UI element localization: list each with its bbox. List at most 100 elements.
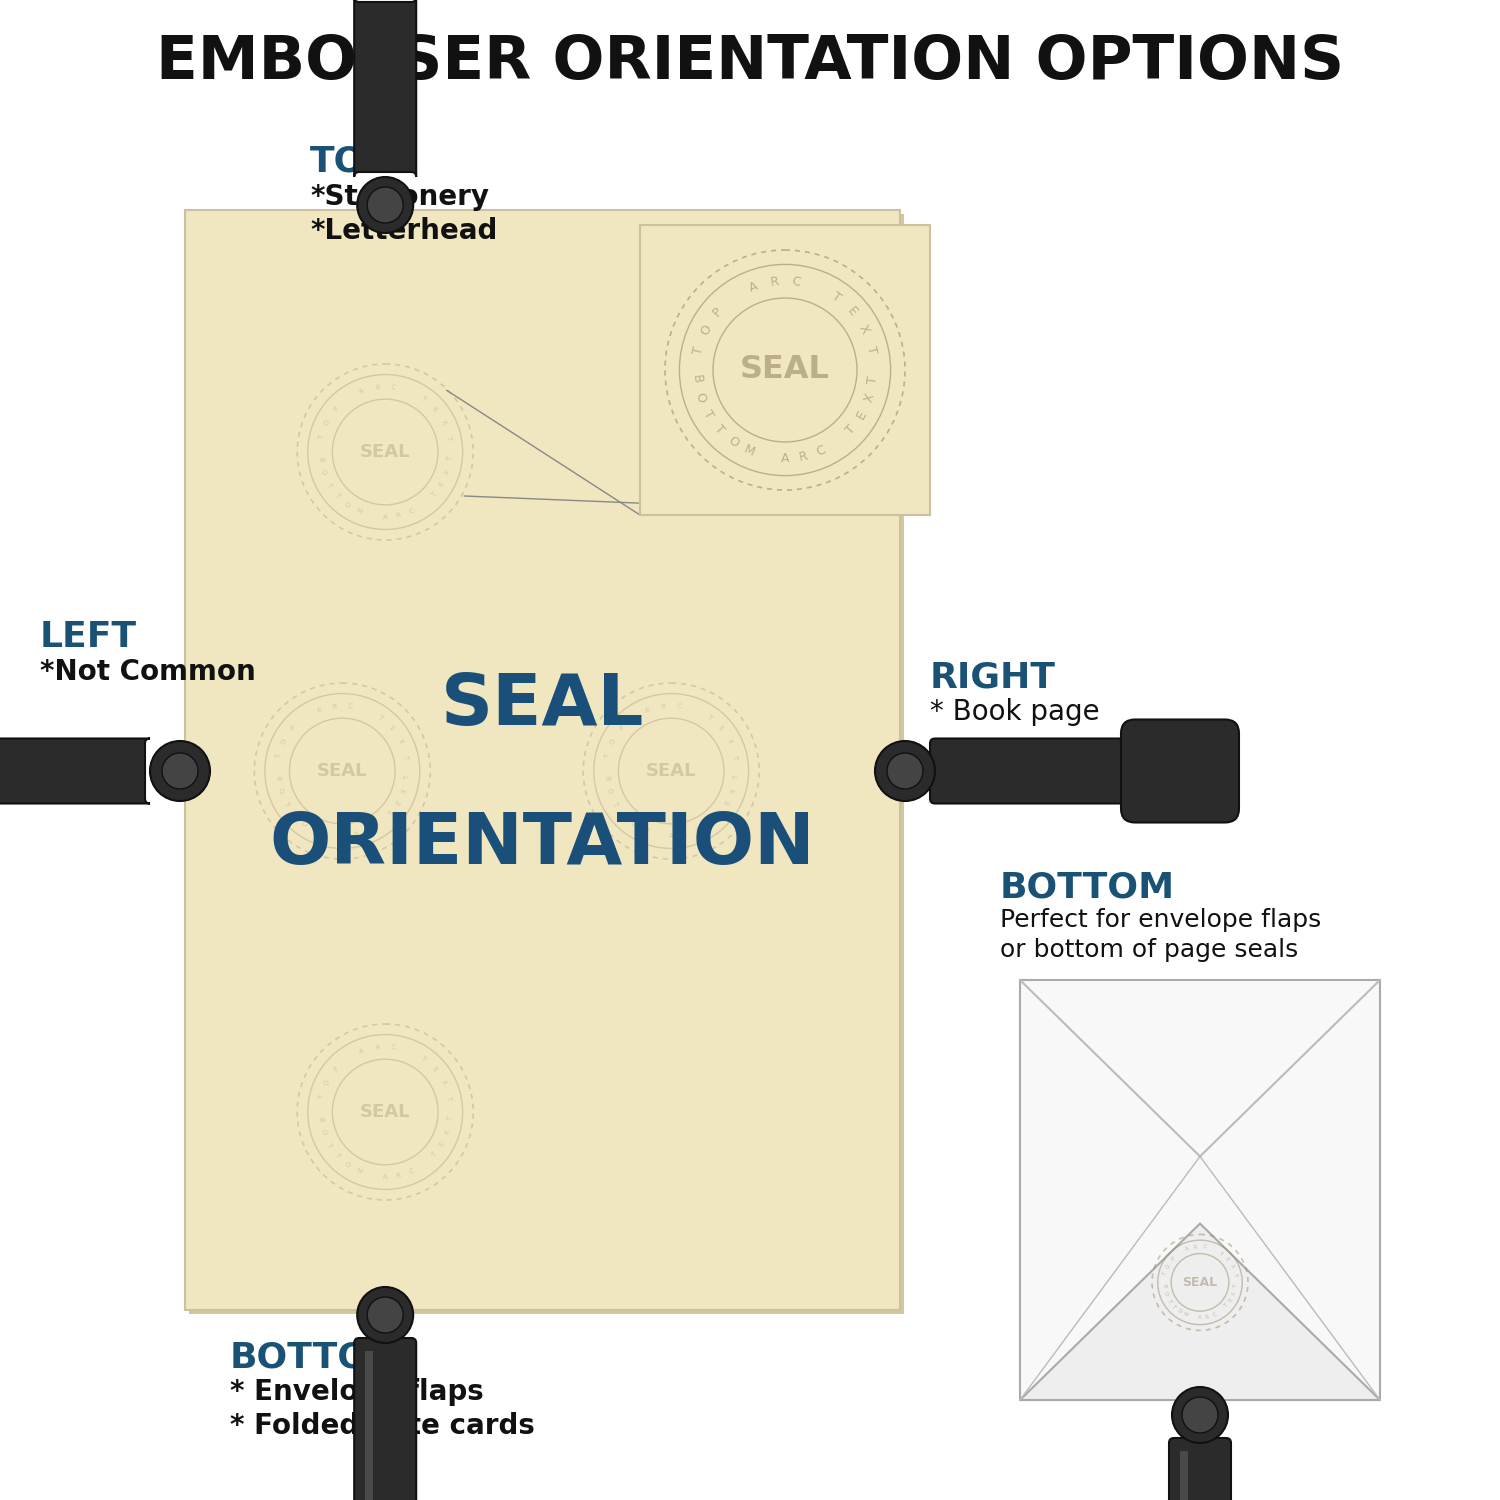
Text: X: X — [862, 392, 877, 404]
Text: T: T — [620, 812, 627, 818]
Text: O: O — [320, 1128, 327, 1136]
Text: T: T — [430, 1152, 436, 1160]
Text: T: T — [867, 375, 880, 384]
Text: T: T — [1218, 1251, 1222, 1257]
Text: SEAL: SEAL — [360, 1102, 411, 1120]
Text: P: P — [711, 304, 726, 320]
Circle shape — [150, 741, 210, 801]
Text: A: A — [645, 706, 651, 714]
Text: T: T — [1224, 1304, 1230, 1310]
Text: C: C — [408, 509, 416, 515]
Text: A: A — [358, 1047, 364, 1054]
Text: O: O — [320, 468, 327, 476]
Text: M: M — [312, 827, 320, 834]
Text: O: O — [606, 788, 613, 795]
Text: O: O — [324, 1078, 332, 1086]
Text: R: R — [352, 831, 358, 839]
Text: O: O — [344, 1161, 351, 1168]
Text: X: X — [400, 788, 408, 795]
Circle shape — [162, 753, 198, 789]
Text: E: E — [724, 800, 732, 807]
Text: M: M — [640, 827, 648, 834]
Text: T: T — [604, 753, 610, 759]
Text: C: C — [1202, 1245, 1206, 1250]
Text: M: M — [1182, 1311, 1188, 1318]
Text: P: P — [333, 1066, 339, 1072]
Text: E: E — [430, 405, 438, 412]
Text: O: O — [1162, 1290, 1170, 1296]
Text: T: T — [700, 408, 715, 422]
Text: A: A — [382, 1174, 387, 1180]
Text: A: A — [382, 514, 387, 520]
Text: SEAL: SEAL — [740, 354, 830, 386]
Text: T: T — [326, 482, 333, 488]
Text: T: T — [419, 1054, 426, 1062]
Text: T: T — [864, 345, 879, 355]
Text: T: T — [376, 714, 382, 722]
Text: or bottom of page seals: or bottom of page seals — [1000, 938, 1298, 962]
Text: X: X — [440, 1078, 447, 1086]
Text: SEAL: SEAL — [360, 442, 411, 460]
Text: E: E — [717, 724, 724, 732]
Text: B: B — [316, 456, 324, 462]
Text: * Book page: * Book page — [930, 698, 1100, 726]
Text: R: R — [375, 384, 380, 390]
Polygon shape — [1020, 1224, 1380, 1400]
Text: X: X — [729, 788, 736, 795]
Text: T: T — [1233, 1284, 1238, 1288]
Text: BOTTOM: BOTTOM — [1000, 870, 1174, 904]
FancyBboxPatch shape — [1168, 1438, 1232, 1500]
Text: T: T — [1167, 1298, 1172, 1304]
Circle shape — [874, 741, 934, 801]
Text: O: O — [276, 788, 284, 795]
Text: EMBOSSER ORIENTATION OPTIONS: EMBOSSER ORIENTATION OPTIONS — [156, 33, 1344, 92]
Text: O: O — [1166, 1263, 1172, 1269]
Text: R: R — [375, 1044, 380, 1050]
Text: C: C — [694, 827, 700, 834]
Text: ORIENTATION: ORIENTATION — [270, 810, 816, 879]
Text: *Letterhead: *Letterhead — [310, 217, 498, 244]
Circle shape — [357, 1287, 413, 1342]
Text: O: O — [324, 419, 332, 426]
Text: X: X — [396, 738, 404, 746]
Text: BOTTOM: BOTTOM — [230, 1340, 405, 1374]
Text: LEFT: LEFT — [40, 620, 136, 654]
Text: R: R — [396, 513, 402, 519]
Text: B: B — [603, 776, 609, 780]
Text: M: M — [356, 507, 363, 516]
Text: C: C — [1212, 1312, 1216, 1318]
Text: E: E — [438, 482, 446, 488]
Text: A: A — [358, 387, 364, 394]
Bar — [1020, 980, 1380, 1400]
Text: T: T — [830, 290, 843, 304]
Circle shape — [1172, 1388, 1228, 1443]
Text: T: T — [711, 422, 726, 436]
Text: X: X — [444, 470, 450, 476]
Circle shape — [368, 1298, 404, 1334]
Text: R: R — [660, 704, 666, 710]
Text: T: T — [692, 345, 705, 355]
Text: M: M — [356, 1167, 363, 1176]
Text: * Envelope flaps: * Envelope flaps — [230, 1378, 483, 1406]
Text: E: E — [1224, 1256, 1230, 1262]
Text: O: O — [698, 322, 714, 338]
Text: B: B — [316, 1116, 324, 1122]
Text: C: C — [408, 1168, 416, 1174]
Text: T: T — [333, 492, 340, 500]
Text: A: A — [340, 833, 345, 839]
Text: M: M — [741, 442, 756, 459]
Text: C: C — [676, 704, 682, 710]
Text: C: C — [815, 444, 828, 459]
Text: T: T — [430, 492, 436, 500]
FancyBboxPatch shape — [1120, 720, 1239, 822]
Text: X: X — [444, 1130, 450, 1136]
FancyBboxPatch shape — [354, 1338, 416, 1500]
Text: T: T — [705, 714, 712, 722]
Text: O: O — [300, 819, 307, 828]
Text: C: C — [790, 274, 801, 290]
Text: P: P — [333, 406, 339, 412]
Text: T: T — [446, 435, 452, 439]
Bar — [184, 210, 900, 1310]
FancyBboxPatch shape — [354, 0, 416, 177]
Text: A: A — [1185, 1246, 1190, 1252]
